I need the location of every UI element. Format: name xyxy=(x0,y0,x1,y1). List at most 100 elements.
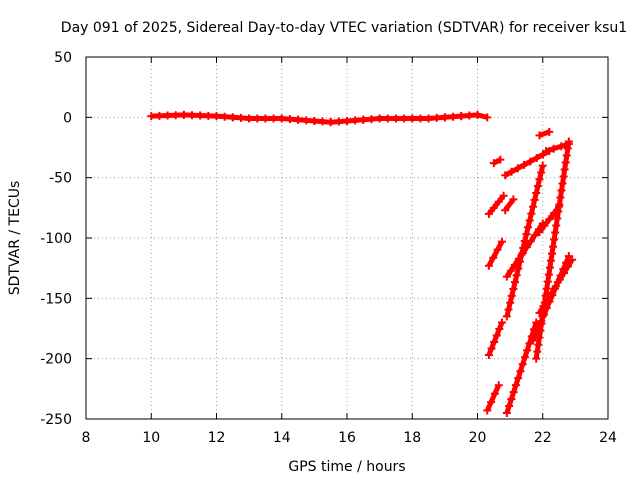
data-point xyxy=(545,263,554,272)
data-point xyxy=(545,127,554,136)
data-point xyxy=(496,155,505,164)
series-trace xyxy=(486,194,506,216)
x-tick-label: 22 xyxy=(534,430,552,446)
data-point xyxy=(543,277,552,286)
data-point xyxy=(547,288,556,297)
data-point xyxy=(527,209,536,218)
data-point xyxy=(535,333,544,342)
data-point xyxy=(528,202,537,211)
data-point xyxy=(497,318,506,327)
data-point xyxy=(220,112,229,121)
data-point xyxy=(511,278,520,287)
x-tick-label: 14 xyxy=(273,430,291,446)
data-point xyxy=(400,114,409,123)
y-tick-label: 50 xyxy=(54,50,72,66)
data-point xyxy=(538,312,547,321)
data-point xyxy=(535,131,544,140)
data-point xyxy=(537,319,546,328)
data-point xyxy=(518,360,527,369)
data-point xyxy=(285,115,294,124)
data-point xyxy=(171,111,180,120)
data-point xyxy=(520,353,529,362)
data-point xyxy=(559,268,568,277)
data-point xyxy=(538,161,547,170)
data-point xyxy=(532,354,541,363)
data-point xyxy=(367,115,376,124)
data-point xyxy=(391,114,400,123)
data-point xyxy=(507,167,516,176)
x-tick-label: 8 xyxy=(82,430,91,446)
y-tick-label: -250 xyxy=(40,412,72,428)
data-point xyxy=(236,113,245,122)
x-axis-label: GPS time / hours xyxy=(288,459,405,475)
series-trace xyxy=(485,384,501,412)
data-point xyxy=(513,164,522,173)
data-point xyxy=(530,231,539,240)
data-point xyxy=(541,291,550,300)
data-point xyxy=(253,114,262,123)
data-point xyxy=(493,245,502,254)
y-tick-label: -150 xyxy=(40,291,72,307)
data-point xyxy=(520,237,529,246)
data-point xyxy=(522,230,531,239)
data-point xyxy=(494,381,503,390)
data-point xyxy=(188,111,197,120)
data-point xyxy=(432,113,441,122)
data-point xyxy=(517,250,526,259)
data-point xyxy=(530,195,539,204)
data-point xyxy=(549,242,558,251)
data-point xyxy=(558,179,567,188)
data-point xyxy=(499,191,508,200)
data-point xyxy=(545,215,554,224)
data-point xyxy=(542,147,551,156)
data-point xyxy=(334,117,343,126)
data-point xyxy=(507,291,516,300)
data-point xyxy=(502,312,511,321)
data-point xyxy=(515,257,524,266)
data-point xyxy=(261,114,270,123)
data-point xyxy=(212,112,221,121)
data-point xyxy=(465,111,474,120)
data-point xyxy=(489,159,498,168)
x-tick-label: 16 xyxy=(338,430,356,446)
data-point xyxy=(509,285,518,294)
series-trace xyxy=(486,240,505,267)
y-axis-label: SDTVAR / TECUs xyxy=(7,181,23,296)
data-point xyxy=(546,256,555,265)
data-point xyxy=(555,200,564,209)
data-point xyxy=(509,195,518,204)
series-arc-a xyxy=(489,155,505,168)
data-point xyxy=(375,114,384,123)
data-point xyxy=(318,117,327,126)
data-point xyxy=(359,115,368,124)
data-point xyxy=(490,338,499,347)
data-point xyxy=(294,115,303,124)
data-point xyxy=(495,324,504,333)
data-point xyxy=(554,207,563,216)
data-point xyxy=(473,110,482,119)
grid-lines xyxy=(86,57,608,419)
data-point xyxy=(526,157,535,166)
data-point xyxy=(561,158,570,167)
data-point xyxy=(483,406,492,415)
x-tick-label: 20 xyxy=(469,430,487,446)
data-point xyxy=(560,165,569,174)
data-point xyxy=(540,298,549,307)
data-point xyxy=(245,114,254,123)
data-point xyxy=(302,116,311,125)
data-point xyxy=(556,193,565,202)
data-point xyxy=(557,186,566,195)
data-point xyxy=(490,389,499,398)
data-point xyxy=(457,112,466,121)
series-trace xyxy=(503,197,516,212)
data-point xyxy=(533,347,542,356)
data-point xyxy=(549,144,558,153)
y-tick-label: -100 xyxy=(40,231,72,247)
data-point xyxy=(564,137,573,146)
data-point xyxy=(533,182,542,191)
data-point xyxy=(516,367,525,376)
data-point xyxy=(343,116,351,125)
data-point xyxy=(326,118,335,127)
data-point xyxy=(514,264,523,273)
